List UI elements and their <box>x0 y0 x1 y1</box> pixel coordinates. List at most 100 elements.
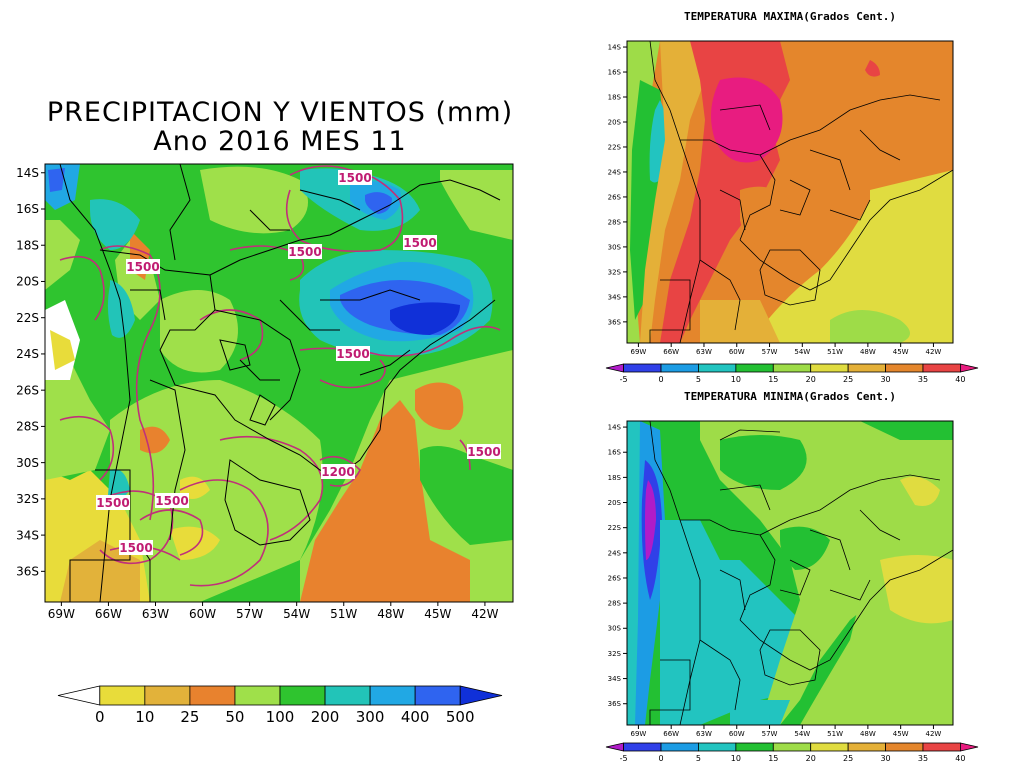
tmin-legend-label: 5 <box>696 754 701 763</box>
precip-legend-label: 50 <box>225 708 244 726</box>
contour-label: 1500 <box>288 245 321 259</box>
main-lat-ticks: 14S 16S 18S 20S 22S 24S 26S 28S 30S 32S 34S 36S <box>16 166 45 579</box>
tmax-lon-ticks: 69W 66W 63W 60W 57W 54W 51W 48W 45W 42W <box>630 343 941 356</box>
main-lat-tick-label: 22S <box>16 311 39 325</box>
tmin-lon-tick-label: 54W <box>794 730 810 738</box>
main-lat-tick-label: 30S <box>16 456 39 470</box>
tmin-lat-tick-label: 24S <box>608 549 622 557</box>
precip-legend-swatch <box>189 685 236 706</box>
precip-legend-label: 300 <box>356 708 385 726</box>
contour-label-bg <box>126 259 160 274</box>
tmin-legend-label: 35 <box>918 754 928 763</box>
precipitation-map-frame <box>44 163 514 603</box>
contour-label: 1500 <box>467 445 500 459</box>
tmin-lat-tick-label: 32S <box>608 650 622 658</box>
tmax-map-frame <box>626 40 954 344</box>
tmax-legend-label: 30 <box>880 375 890 384</box>
tmin-lon-tick-label: 42W <box>926 730 942 738</box>
main-lon-ticks: 69W 66W 63W 60W 57W 54W 51W 48W 45W 42W <box>48 602 499 621</box>
tmin-lon-tick-label: 48W <box>860 730 876 738</box>
tmax-lat-tick-label: 36S <box>608 318 622 326</box>
tmin-legend: -5 0 5 10 15 20 25 30 35 40 <box>605 742 979 763</box>
tmin-lat-tick-label: 36S <box>608 700 622 708</box>
tmax-lat-ticks: 14S 16S 18S 20S 22S 24S 26S 28S 30S 32S 34S 36S <box>608 43 627 326</box>
tmin-lon-tick-label: 66W <box>663 730 679 738</box>
precip-legend-swatch <box>99 685 146 706</box>
contour-label-bg <box>336 346 370 361</box>
main-lat-tick-label: 16S <box>16 202 39 216</box>
tmin-legend-label: 30 <box>880 754 890 763</box>
precip-legend-swatch <box>414 685 461 706</box>
contour-label-bg <box>96 495 130 510</box>
main-lat-tick-label: 36S <box>16 565 39 579</box>
main-lat-tick-label: 34S <box>16 528 39 542</box>
tmin-legend-swatch <box>698 742 737 752</box>
tmin-legend-label: -5 <box>620 754 628 763</box>
precip-legend-label: 400 <box>401 708 430 726</box>
tmin-legend-swatch <box>960 742 979 752</box>
main-lon-tick-label: 69W <box>48 607 75 621</box>
tmax-borders <box>649 41 953 343</box>
tmin-legend-swatch <box>885 742 924 752</box>
contour-label: 1500 <box>403 236 436 250</box>
tmax-lat-tick-label: 22S <box>608 143 622 151</box>
precip-legend-swatch <box>234 685 281 706</box>
tmin-legend-label: 10 <box>731 754 741 763</box>
tmax-lat-tick-label: 18S <box>608 93 622 101</box>
tmin-legend-label: 15 <box>768 754 778 763</box>
tmax-lon-tick-label: 54W <box>794 348 810 356</box>
contour-label: 1200 <box>321 465 354 479</box>
tmin-lat-tick-label: 28S <box>608 600 622 608</box>
tmin-lat-ticks: 14S 16S 18S 20S 22S 24S 26S 28S 30S 32S 34S 36S <box>608 424 627 708</box>
tmin-lon-tick-label: 63W <box>696 730 712 738</box>
tmin-lat-tick-label: 14S <box>608 424 622 432</box>
tmin-legend-label: 25 <box>843 754 853 763</box>
main-lon-tick-label: 60W <box>189 607 216 621</box>
contour-label: 1500 <box>96 496 129 510</box>
precip-legend-swatch <box>57 685 101 706</box>
tmin-legend-swatch <box>660 742 699 752</box>
tmin-legend-swatch <box>605 742 624 752</box>
tmin-map-frame <box>626 420 954 726</box>
main-lat-tick-label: 32S <box>16 492 39 506</box>
tmin-lon-tick-label: 45W <box>893 730 909 738</box>
tmax-lat-tick-label: 28S <box>608 218 622 226</box>
tmin-legend-label: 40 <box>955 754 965 763</box>
tmin-lat-tick-label: 22S <box>608 524 622 532</box>
main-title: PRECIPITACION Y VIENTOS (mm) Ano 2016 ME… <box>0 98 560 156</box>
tmin-lon-ticks: 69W 66W 63W 60W 57W 54W 51W 48W 45W 42W <box>630 725 941 738</box>
tmax-lat-tick-label: 24S <box>608 168 622 176</box>
tmax-legend-swatch <box>885 363 924 373</box>
precip-legend-swatch <box>459 685 503 706</box>
main-lon-tick-label: 51W <box>330 607 357 621</box>
tmax-legend-label: -5 <box>620 375 628 384</box>
main-lon-tick-label: 54W <box>283 607 310 621</box>
tmin-lon-tick-label: 51W <box>827 730 843 738</box>
tmin-legend-label: 20 <box>806 754 816 763</box>
tmin-lat-tick-label: 16S <box>608 449 622 457</box>
precip-legend-label: 500 <box>446 708 475 726</box>
main-lon-tick-label: 45W <box>424 607 451 621</box>
tmin-lon-tick-label: 69W <box>630 730 646 738</box>
main-lat-tick-label: 14S <box>16 166 39 180</box>
tmin-legend-label: 0 <box>658 754 663 763</box>
tmin-lat-tick-label: 26S <box>608 574 622 582</box>
tmax-legend-label: 15 <box>768 375 778 384</box>
tmax-legend-swatch <box>847 363 886 373</box>
contour-label-bg <box>338 170 372 185</box>
tmin-lat-tick-label: 34S <box>608 675 622 683</box>
tmax-lon-tick-label: 42W <box>926 348 942 356</box>
main-lat-tick-label: 20S <box>16 275 39 289</box>
contour-label: 1500 <box>155 494 188 508</box>
tmin-legend-swatch <box>847 742 886 752</box>
tmax-lon-tick-label: 57W <box>762 348 778 356</box>
tmax-lat-tick-label: 20S <box>608 118 622 126</box>
tmax-legend-swatch <box>810 363 849 373</box>
tmax-lon-tick-label: 45W <box>893 348 909 356</box>
tmax-lon-tick-label: 63W <box>696 348 712 356</box>
main-lat-tick-label: 28S <box>16 420 39 434</box>
tmin-lat-tick-label: 18S <box>608 474 622 482</box>
tmax-legend-label: 5 <box>696 375 701 384</box>
tmax-lat-tick-label: 26S <box>608 193 622 201</box>
